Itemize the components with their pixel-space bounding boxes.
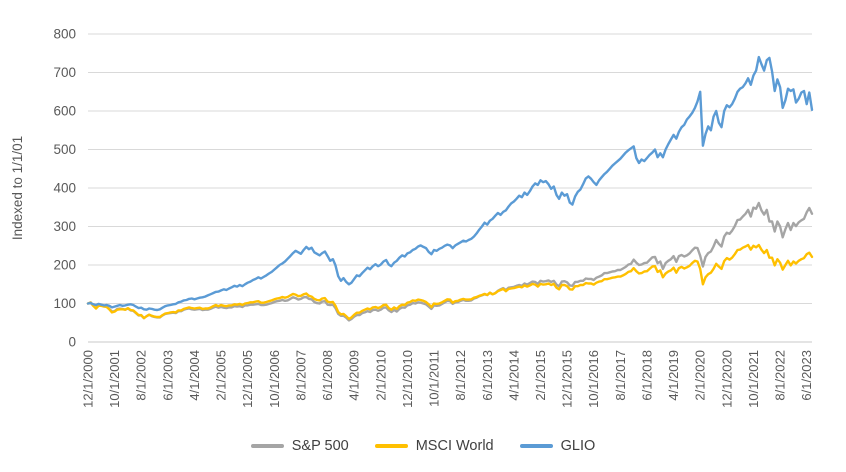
x-tick-label: 4/1/2009 [347,350,362,401]
x-tick-label: 12/1/2010 [400,350,415,408]
legend-item-msci-world: MSCI World [374,438,494,454]
y-tick-label: 100 [53,296,76,311]
legend-swatch [519,444,553,448]
x-tick-label: 10/1/2016 [586,350,601,408]
series-line-s-p-500 [86,201,814,322]
x-tick-label: 6/1/2008 [320,350,335,401]
legend-swatch [374,444,408,448]
x-tick-label: 12/1/2015 [560,350,575,408]
x-tick-label: 4/1/2004 [187,350,202,401]
legend-label: S&P 500 [291,438,349,454]
x-tick-label: 2/1/2005 [214,350,229,401]
y-tick-label: 800 [53,27,76,42]
legend-label: MSCI World [415,438,494,454]
y-tick-label: 200 [53,258,76,273]
chart-legend: S&P 500 MSCI World GLIO [0,438,846,454]
y-tick-label: 500 [53,142,76,157]
x-tick-label: 8/1/2007 [293,350,308,401]
x-tick-label: 6/1/2003 [160,350,175,401]
x-tick-label: 6/1/2023 [799,350,814,401]
y-tick-label: 0 [68,335,76,350]
legend-label: GLIO [560,438,596,454]
legend-swatch [250,444,284,448]
x-tick-label: 10/1/2006 [267,350,282,408]
x-tick-label: 8/1/2002 [134,350,149,401]
x-tick-label: 10/1/2021 [746,350,761,408]
x-tick-label: 2/1/2015 [533,350,548,401]
x-tick-label: 6/1/2013 [480,350,495,401]
x-tick-label: 8/1/2012 [453,350,468,401]
y-tick-label: 300 [53,219,76,234]
legend-item-s-p-500: S&P 500 [250,438,349,454]
y-tick-label: 600 [53,104,76,119]
x-tick-label: 4/1/2014 [506,350,521,401]
x-tick-label: 12/1/2020 [719,350,734,408]
legend-item-glio: GLIO [519,438,596,454]
y-tick-label: 400 [53,181,76,196]
x-tick-label: 8/1/2017 [613,350,628,401]
x-tick-label: 12/1/2000 [81,350,96,408]
y-axis-title: Indexed to 1/1/01 [10,136,25,240]
series-line-msci-world [86,243,814,321]
x-tick-label: 4/1/2019 [666,350,681,401]
series-line-glio [86,55,814,312]
x-tick-label: 12/1/2005 [240,350,255,408]
x-tick-label: 10/1/2001 [107,350,122,408]
x-tick-label: 2/1/2020 [693,350,708,401]
x-tick-label: 8/1/2022 [773,350,788,401]
x-tick-label: 10/1/2011 [427,350,442,407]
x-tick-label: 6/1/2018 [639,350,654,401]
y-tick-label: 700 [53,65,76,80]
x-tick-label: 2/1/2010 [373,350,388,401]
